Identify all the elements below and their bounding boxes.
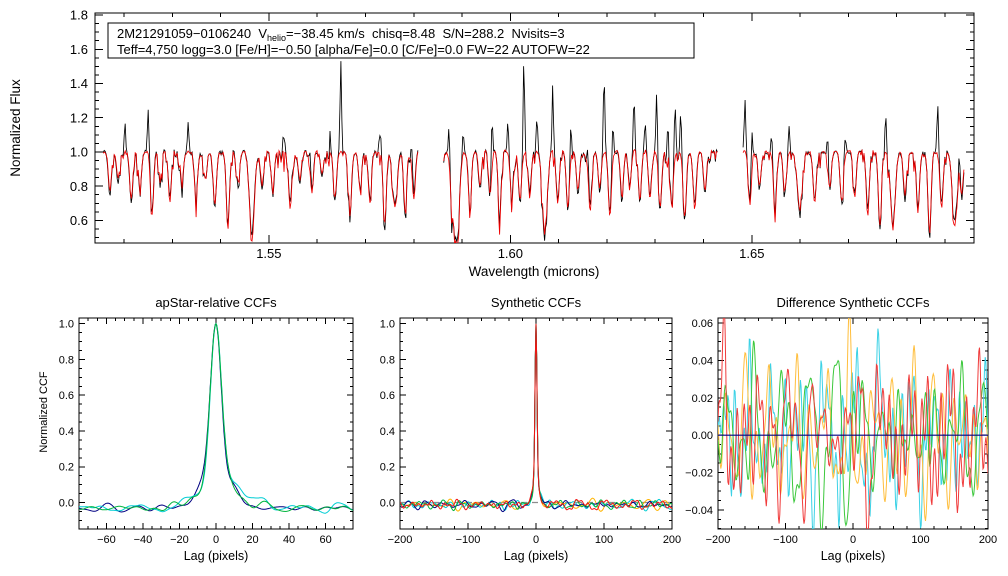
y-tick-label: 1.6 xyxy=(70,42,88,57)
y-tick-label: 0.4 xyxy=(59,426,74,438)
y-tick-label: −0.04 xyxy=(685,505,713,517)
y-tick-label: 0.2 xyxy=(59,462,74,474)
x-tick-label: −40 xyxy=(134,534,153,546)
ccf-line-green xyxy=(400,323,672,512)
x-tick-label: 0 xyxy=(533,534,539,546)
synthetic-panel: −200 −100 0 100 200 0.0 0.2 0.4 0.6 0.8 1.0 xyxy=(380,317,681,546)
model-spectrum-line xyxy=(102,148,965,243)
ccf-line-red xyxy=(400,323,672,511)
x-tick-label: −100 xyxy=(456,534,481,546)
x-tick-label: 200 xyxy=(663,534,681,546)
flux-axis-label: Normalized Flux xyxy=(8,79,23,177)
y-tick-label: 0.00 xyxy=(692,430,713,442)
ccf-line-red xyxy=(718,318,988,529)
y-tick-label: 0.6 xyxy=(70,213,88,228)
star-annotation-line1: 2M21291059−0106240 Vhelio=−38.45 km/s ch… xyxy=(117,26,565,43)
spectrum-panel: 1.55 1.60 1.65 0.6 0.8 1.0 1.2 1.4 1.6 1.8 xyxy=(70,8,975,261)
x-tick-label: 20 xyxy=(246,534,258,546)
x-tick-label: 0 xyxy=(213,534,219,546)
vhelio-subscript: helio xyxy=(267,33,286,43)
apstar-ccf-title: apStar-relative CCFs xyxy=(155,295,277,310)
ccf-line-cyan xyxy=(400,323,672,512)
x-tick-label: 40 xyxy=(283,534,295,546)
y-tick-label: 0.4 xyxy=(380,426,395,438)
difference-ccf-title: Difference Synthetic CCFs xyxy=(777,295,930,310)
ccf-line-cyan xyxy=(79,322,353,514)
y-tick-label: 0.0 xyxy=(380,497,395,509)
ccf-line-green xyxy=(79,322,353,513)
y-tick-label: 0.8 xyxy=(59,354,74,366)
ccf-line-green xyxy=(718,340,988,529)
y-tick-label: 0.0 xyxy=(59,497,74,509)
lag-axis-label-1: Lag (pixels) xyxy=(184,549,249,563)
ccf-axis-label: Normalized CCF xyxy=(38,371,50,453)
y-tick-label: 1.0 xyxy=(380,319,395,331)
ccf-line-navy xyxy=(400,323,672,513)
x-tick-label: 1.55 xyxy=(256,246,281,261)
y-tick-label: −0.02 xyxy=(685,468,713,480)
y-tick-label: 0.8 xyxy=(70,179,88,194)
ccf-line-cyan xyxy=(718,328,988,529)
ccf-line-gold xyxy=(718,318,988,521)
apstar-panel: −60 −40 −20 0 20 40 60 0.0 0.2 0.4 0.6 0.8 1.0 xyxy=(59,317,354,546)
annotation-box xyxy=(107,22,695,59)
lag-axis-label-3: Lag (pixels) xyxy=(821,549,886,563)
y-tick-label: 0.06 xyxy=(692,318,713,330)
x-tick-label: −100 xyxy=(773,534,798,546)
x-tick-label: 200 xyxy=(979,534,997,546)
difference-panel: −200 −100 0 100 200 0.06 0.04 0.02 0.00 −0.02 −0.0… xyxy=(685,317,997,546)
star-annotation-line2: Teff=4,750 logg=3.0 [Fe/H]=−0.50 [alpha/… xyxy=(117,42,590,57)
x-tick-label: 100 xyxy=(911,534,929,546)
synthetic-ccf-title: Synthetic CCFs xyxy=(491,295,582,310)
y-tick-label: 1.2 xyxy=(70,110,88,125)
y-tick-label: 1.8 xyxy=(70,8,88,23)
x-tick-label: 100 xyxy=(595,534,613,546)
x-tick-label: 1.60 xyxy=(498,246,523,261)
x-tick-label: −200 xyxy=(706,534,731,546)
lag-axis-label-2: Lag (pixels) xyxy=(504,549,569,563)
x-tick-label: 1.65 xyxy=(739,246,764,261)
y-tick-label: 1.4 xyxy=(70,76,88,91)
ccf-line-navy xyxy=(79,322,353,513)
y-tick-label: 0.6 xyxy=(59,390,74,402)
x-tick-label: −60 xyxy=(97,534,116,546)
star-id-and-v: 2M21291059−0106240 V xyxy=(117,26,267,41)
y-tick-label: 0.02 xyxy=(692,393,713,405)
y-tick-label: 0.04 xyxy=(692,355,713,367)
y-tick-label: 1.0 xyxy=(59,319,74,331)
y-tick-label: 0.8 xyxy=(380,354,395,366)
y-tick-label: 1.0 xyxy=(70,145,88,160)
y-tick-label: 0.2 xyxy=(380,462,395,474)
y-tick-label: 0.6 xyxy=(380,390,395,402)
x-tick-label: −20 xyxy=(170,534,189,546)
x-tick-label: 0 xyxy=(850,534,856,546)
wavelength-axis-label: Wavelength (microns) xyxy=(469,264,600,279)
x-tick-label: −200 xyxy=(388,534,413,546)
ccf-line-gold xyxy=(400,323,672,512)
annotation-line1-rest: =−38.45 km/s chisq=8.48 S/N=288.2 Nvisit… xyxy=(286,26,565,41)
x-tick-label: 60 xyxy=(319,534,331,546)
